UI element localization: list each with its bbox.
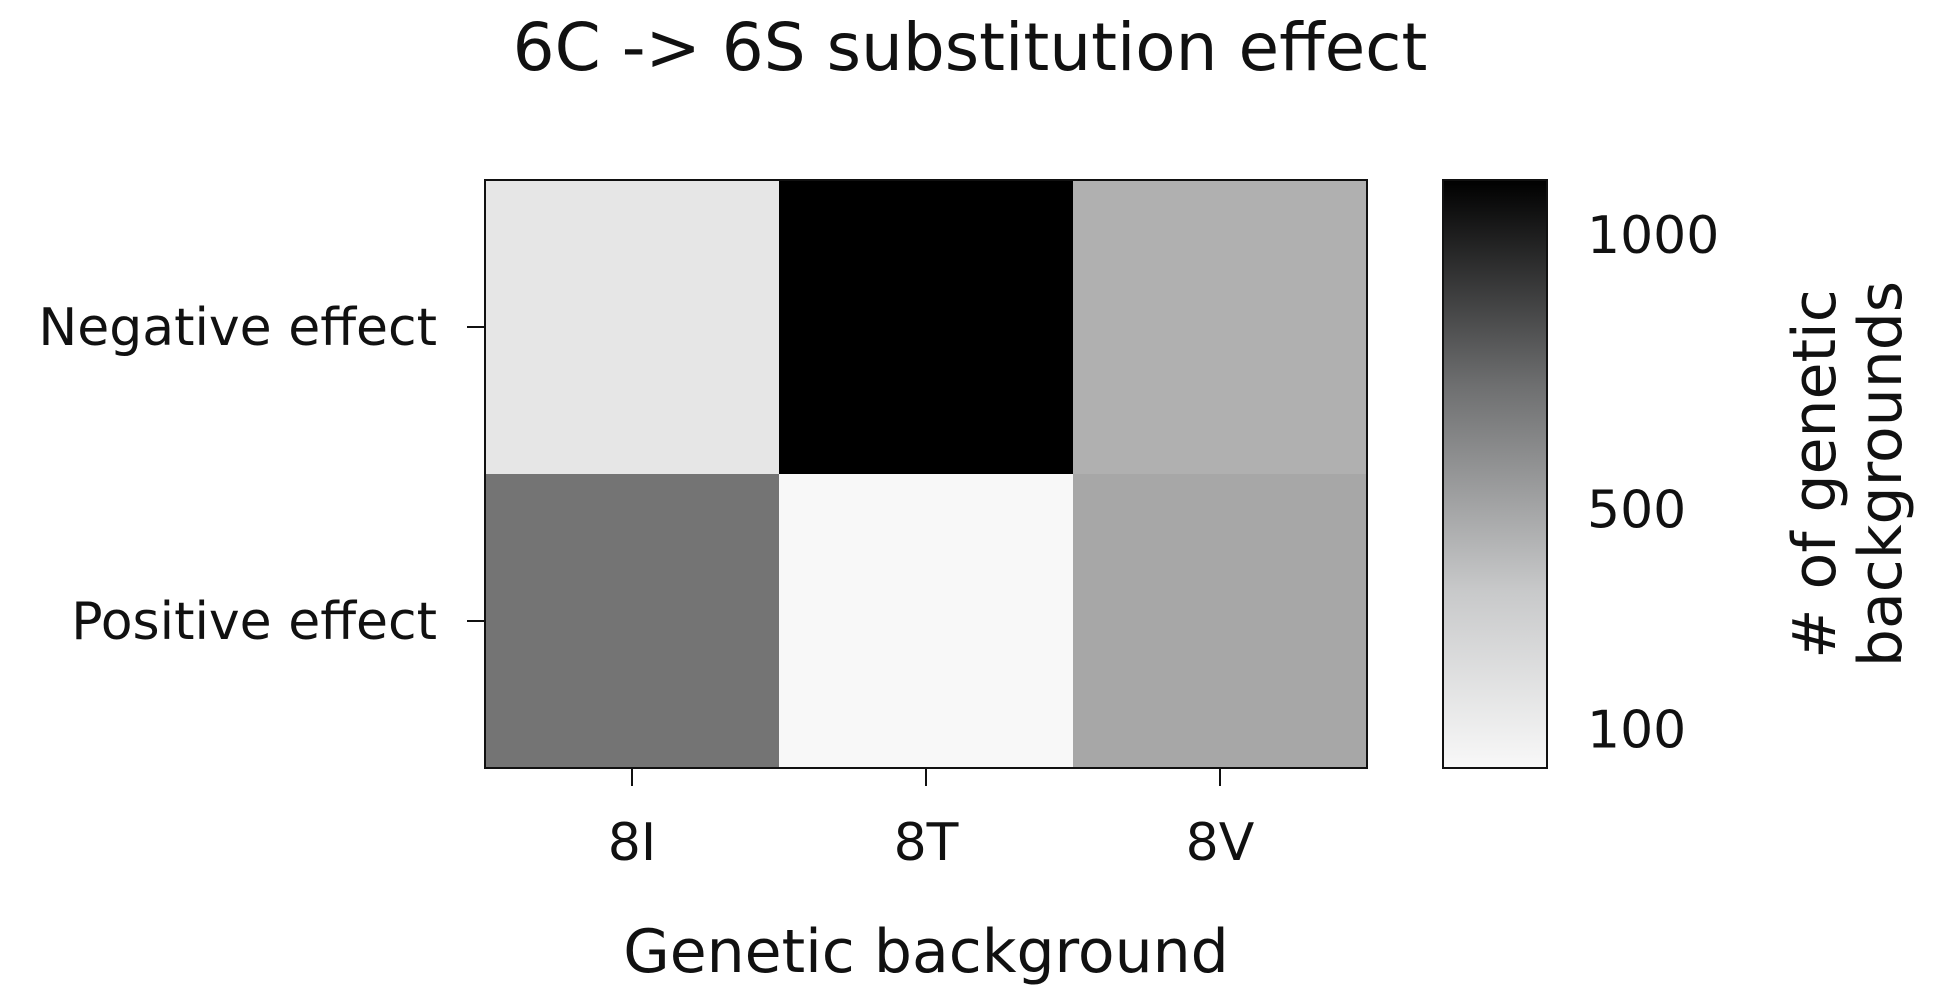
colorbar-tick-label: 500: [1587, 481, 1686, 541]
x-tick-label: 8T: [894, 813, 959, 873]
colorbar-label: # of genetic backgrounds: [1780, 281, 1916, 667]
x-axis-label: Genetic background: [623, 917, 1228, 987]
colorbar-label-line-2: backgrounds: [1846, 281, 1916, 667]
colorbar-tick-label: 1000: [1587, 206, 1719, 266]
chart-title: 6C -> 6S substitution effect: [513, 9, 1428, 86]
heatmap-cell: [485, 180, 779, 474]
colorbar: [1442, 179, 1548, 769]
colorbar-ticks: 100 500 1000: [1587, 206, 1719, 761]
heatmap-cells: [485, 180, 1367, 768]
heatmap-cell: [485, 474, 779, 768]
y-tick-label: Positive effect: [71, 592, 437, 652]
y-tick-label: Negative effect: [38, 298, 437, 358]
colorbar-label-line-1: # of genetic: [1780, 289, 1850, 658]
x-tick-label: 8I: [608, 813, 656, 873]
heatmap-cell: [1073, 474, 1367, 768]
heatmap-cell: [779, 474, 1073, 768]
y-axis: Negative effect Positive effect: [38, 298, 485, 652]
heatmap-cell: [1073, 180, 1367, 474]
x-tick-label: 8V: [1186, 813, 1255, 873]
heatmap-cell: [779, 180, 1073, 474]
colorbar-tick-label: 100: [1587, 701, 1686, 761]
x-axis: 8I 8T 8V: [608, 768, 1255, 873]
